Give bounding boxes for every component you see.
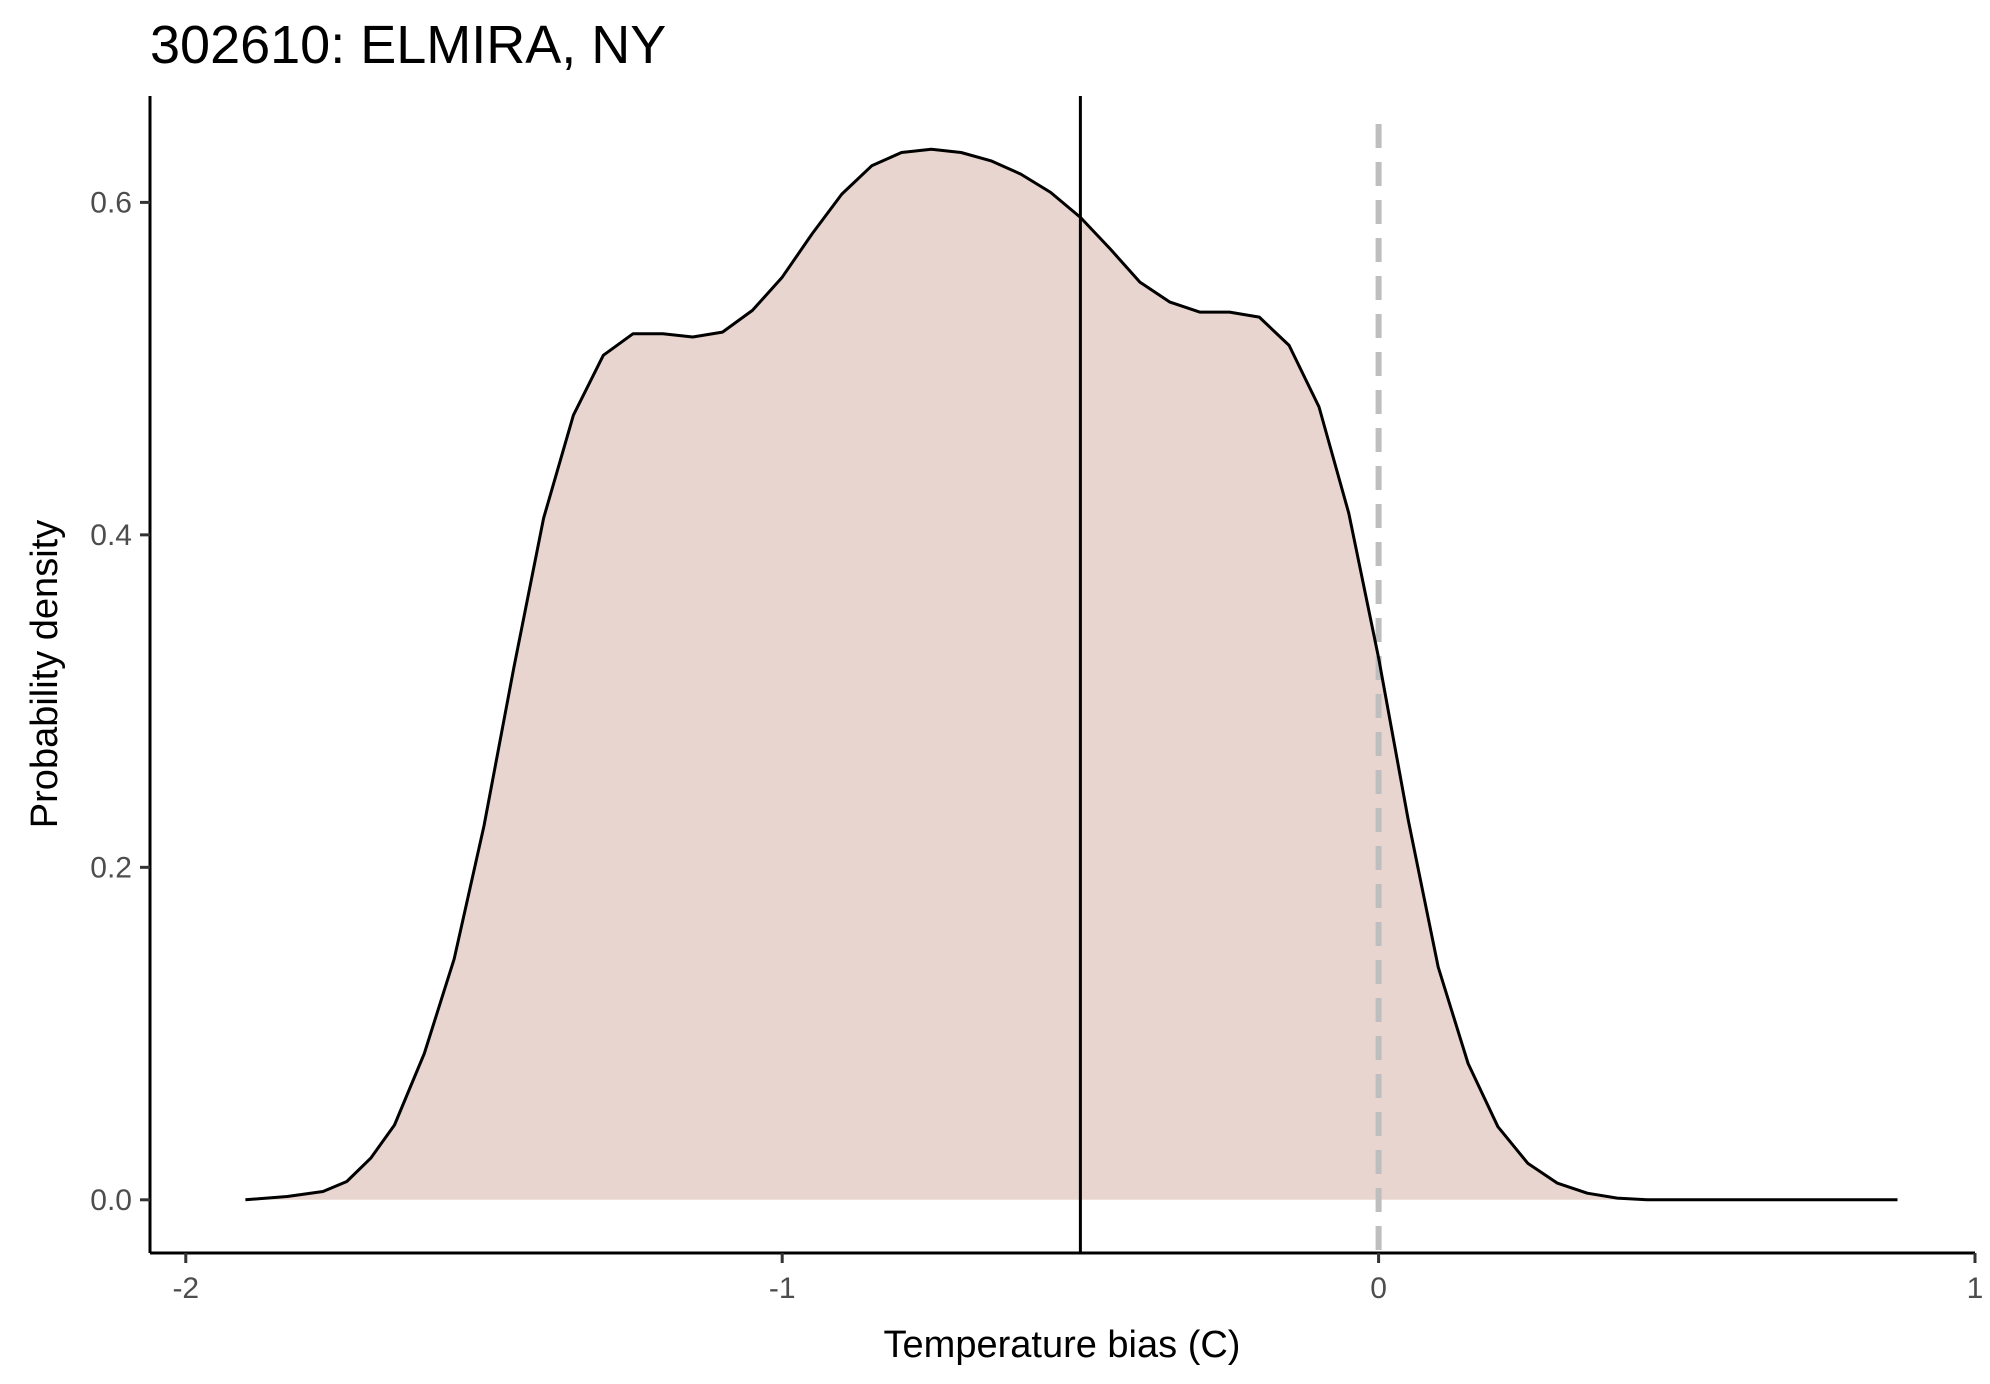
y-axis-title: Probability density xyxy=(24,520,66,828)
y-tick-label: 0.0 xyxy=(90,1184,132,1217)
density-area-fill xyxy=(245,149,1898,1200)
y-tick-label: 0.2 xyxy=(90,851,132,884)
x-tick-label: -2 xyxy=(172,1272,199,1305)
plot-area xyxy=(245,96,1898,1253)
x-tick-label: 1 xyxy=(1967,1272,1984,1305)
x-axis-ticks: -2 -1 0 1 xyxy=(172,1253,1983,1305)
y-tick-label: 0.4 xyxy=(90,519,132,552)
chart-title: 302610: ELMIRA, NY xyxy=(150,15,666,75)
y-tick-label: 0.6 xyxy=(90,186,132,219)
y-axis-ticks: 0.0 0.2 0.4 0.6 xyxy=(90,186,150,1217)
density-curve-line xyxy=(245,147,1898,1202)
x-tick-label: 0 xyxy=(1370,1272,1387,1305)
x-axis-title: Temperature bias (C) xyxy=(884,1324,1241,1366)
x-tick-label: -1 xyxy=(769,1272,796,1305)
